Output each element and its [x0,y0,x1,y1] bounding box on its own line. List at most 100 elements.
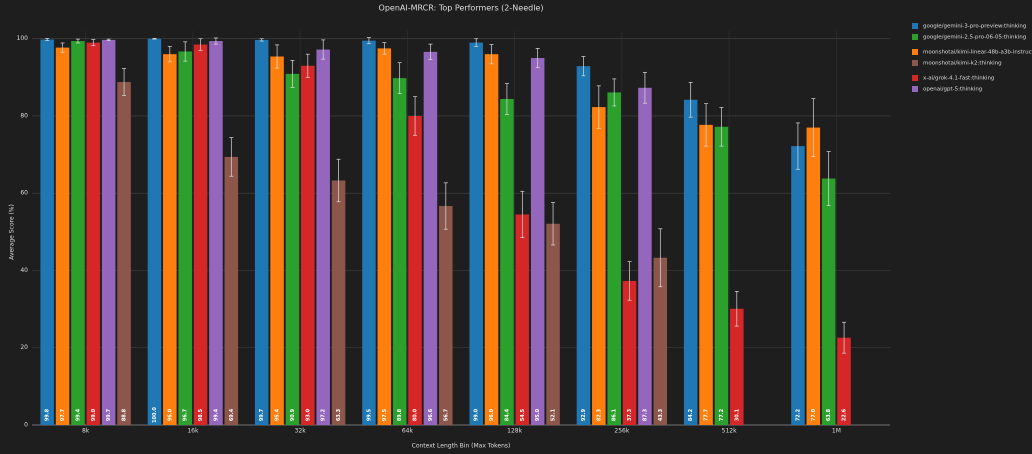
bar [301,65,315,425]
value-label: 99.7 [106,408,112,421]
value-label: 80.0 [413,408,419,421]
value-label: 30.1 [734,408,740,421]
error-bar [382,42,387,55]
value-label: 96.0 [489,408,495,421]
value-label: 22.6 [842,408,848,421]
legend-swatch [912,86,918,92]
y-tick-label: 0 [24,422,28,429]
error-bar [167,46,172,63]
y-tick-label: 100 [17,35,29,42]
bar [316,49,330,426]
error-bar [198,38,203,51]
bar [408,115,422,425]
value-label: 86.1 [612,408,618,421]
bar [423,51,438,425]
error-bar [719,107,724,147]
error-bar [91,39,96,47]
bar [377,48,392,425]
bar [683,99,698,425]
bar [500,98,514,425]
bar [837,337,851,425]
legend-label: google/gemini-3-pro-preview:thinking [923,24,1026,30]
value-label: 89.8 [397,408,403,421]
y-tick-label: 20 [20,344,28,351]
bar [791,146,805,425]
error-bar [658,228,663,288]
value-label: 56.7 [443,408,449,421]
bar [71,41,85,425]
bar [392,78,407,425]
error-bar [642,71,647,104]
error-bar [213,37,218,45]
bar [163,54,177,425]
x-tick-label: 128k [507,428,522,435]
bar [439,205,453,425]
error-bar [842,321,847,354]
error-bar [428,43,433,60]
error-bar [688,82,693,118]
value-label: 96.7 [183,408,189,421]
legend-swatch [912,60,918,66]
value-label: 52.1 [551,408,557,421]
legend-swatch [912,34,918,40]
value-label: 95.4 [275,408,281,421]
error-bar [183,41,188,62]
value-label: 63.3 [336,408,342,421]
value-label: 54.5 [520,408,526,421]
x-tick-label: 16k [187,428,199,435]
bar [86,42,101,426]
bar [699,124,713,425]
value-label: 72.2 [795,408,801,421]
error-bar [290,60,295,88]
value-label: 77.2 [719,408,725,421]
error-bar [60,42,65,53]
error-bar [397,62,402,94]
error-bar [336,158,341,203]
value-label: 98.5 [198,408,204,421]
value-label: 77.7 [704,408,710,421]
value-label: 93.0 [305,408,311,421]
bar [178,51,192,426]
value-label: 84.4 [504,408,510,421]
value-label: 95.0 [535,408,541,421]
value-label: 84.2 [688,408,694,421]
bar [714,126,729,425]
bar [101,39,116,426]
legend-label: moonshotai/kimi-k2:thinking [923,61,1002,67]
legend-swatch [912,23,918,29]
legend-label: google/gemini-2.5-pro-06-05:thinking [923,35,1026,41]
bar [730,308,744,425]
value-label: 99.8 [45,408,51,421]
value-label: 43.3 [658,408,664,421]
value-label: 92.9 [581,408,587,421]
value-label: 82.3 [596,408,602,421]
error-bar [413,96,418,136]
bar [607,92,621,425]
error-bar [152,37,157,40]
error-bar [75,38,80,44]
value-label: 77.0 [811,408,817,421]
bar [40,39,54,425]
x-tick-label: 1M [832,428,841,435]
bar [638,87,652,426]
value-label: 63.8 [826,408,832,421]
error-bar [612,78,617,107]
x-tick-label: 32k [295,428,307,435]
bar [622,280,637,425]
y-tick-label: 60 [20,190,28,197]
legend-swatch [912,49,918,55]
bar [331,180,346,425]
error-bar [826,151,831,206]
error-bar [596,85,601,129]
error-bar [520,190,525,239]
legend-swatch [912,75,918,81]
bar [806,127,821,425]
value-label: 99.5 [366,408,372,421]
bar [224,156,239,426]
value-label: 96.6 [428,408,434,421]
y-axis-title: Average Score (%) [9,204,16,260]
legend-label: moonshotai/kimi-linear-48b-a3b-instruct [923,50,1032,56]
error-bar [535,48,540,69]
value-label: 88.8 [122,408,128,421]
